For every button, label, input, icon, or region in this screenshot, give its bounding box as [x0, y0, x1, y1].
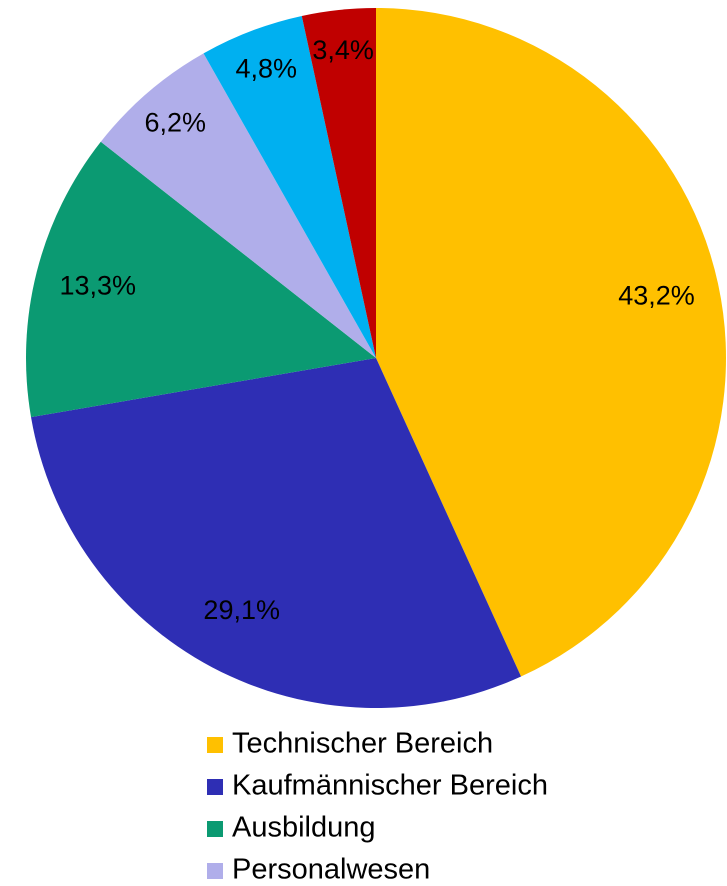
data-label: 13,3%	[60, 271, 137, 301]
pie-slice	[100, 53, 377, 359]
data-label: 43,2%	[618, 280, 695, 310]
legend-swatch	[207, 863, 223, 879]
pie-slice	[301, 8, 376, 358]
data-label: 6,2%	[144, 108, 206, 138]
pie-slice	[31, 358, 522, 708]
data-label: 29,1%	[203, 595, 280, 625]
legend-swatch	[207, 779, 223, 795]
legend-swatch	[207, 737, 223, 753]
legend-swatch	[207, 821, 223, 837]
legend-label: Personalwesen	[232, 854, 430, 886]
pie-slice	[203, 15, 376, 359]
legend-label: Ausbildung	[232, 812, 376, 844]
legend-label: Kaufmännischer Bereich	[232, 770, 548, 802]
pie-slice	[376, 8, 726, 677]
data-label: 3,4%	[312, 35, 374, 65]
data-label: 4,8%	[235, 53, 297, 83]
legend-label: Technischer Bereich	[232, 728, 493, 760]
pie-slice	[25, 141, 377, 418]
